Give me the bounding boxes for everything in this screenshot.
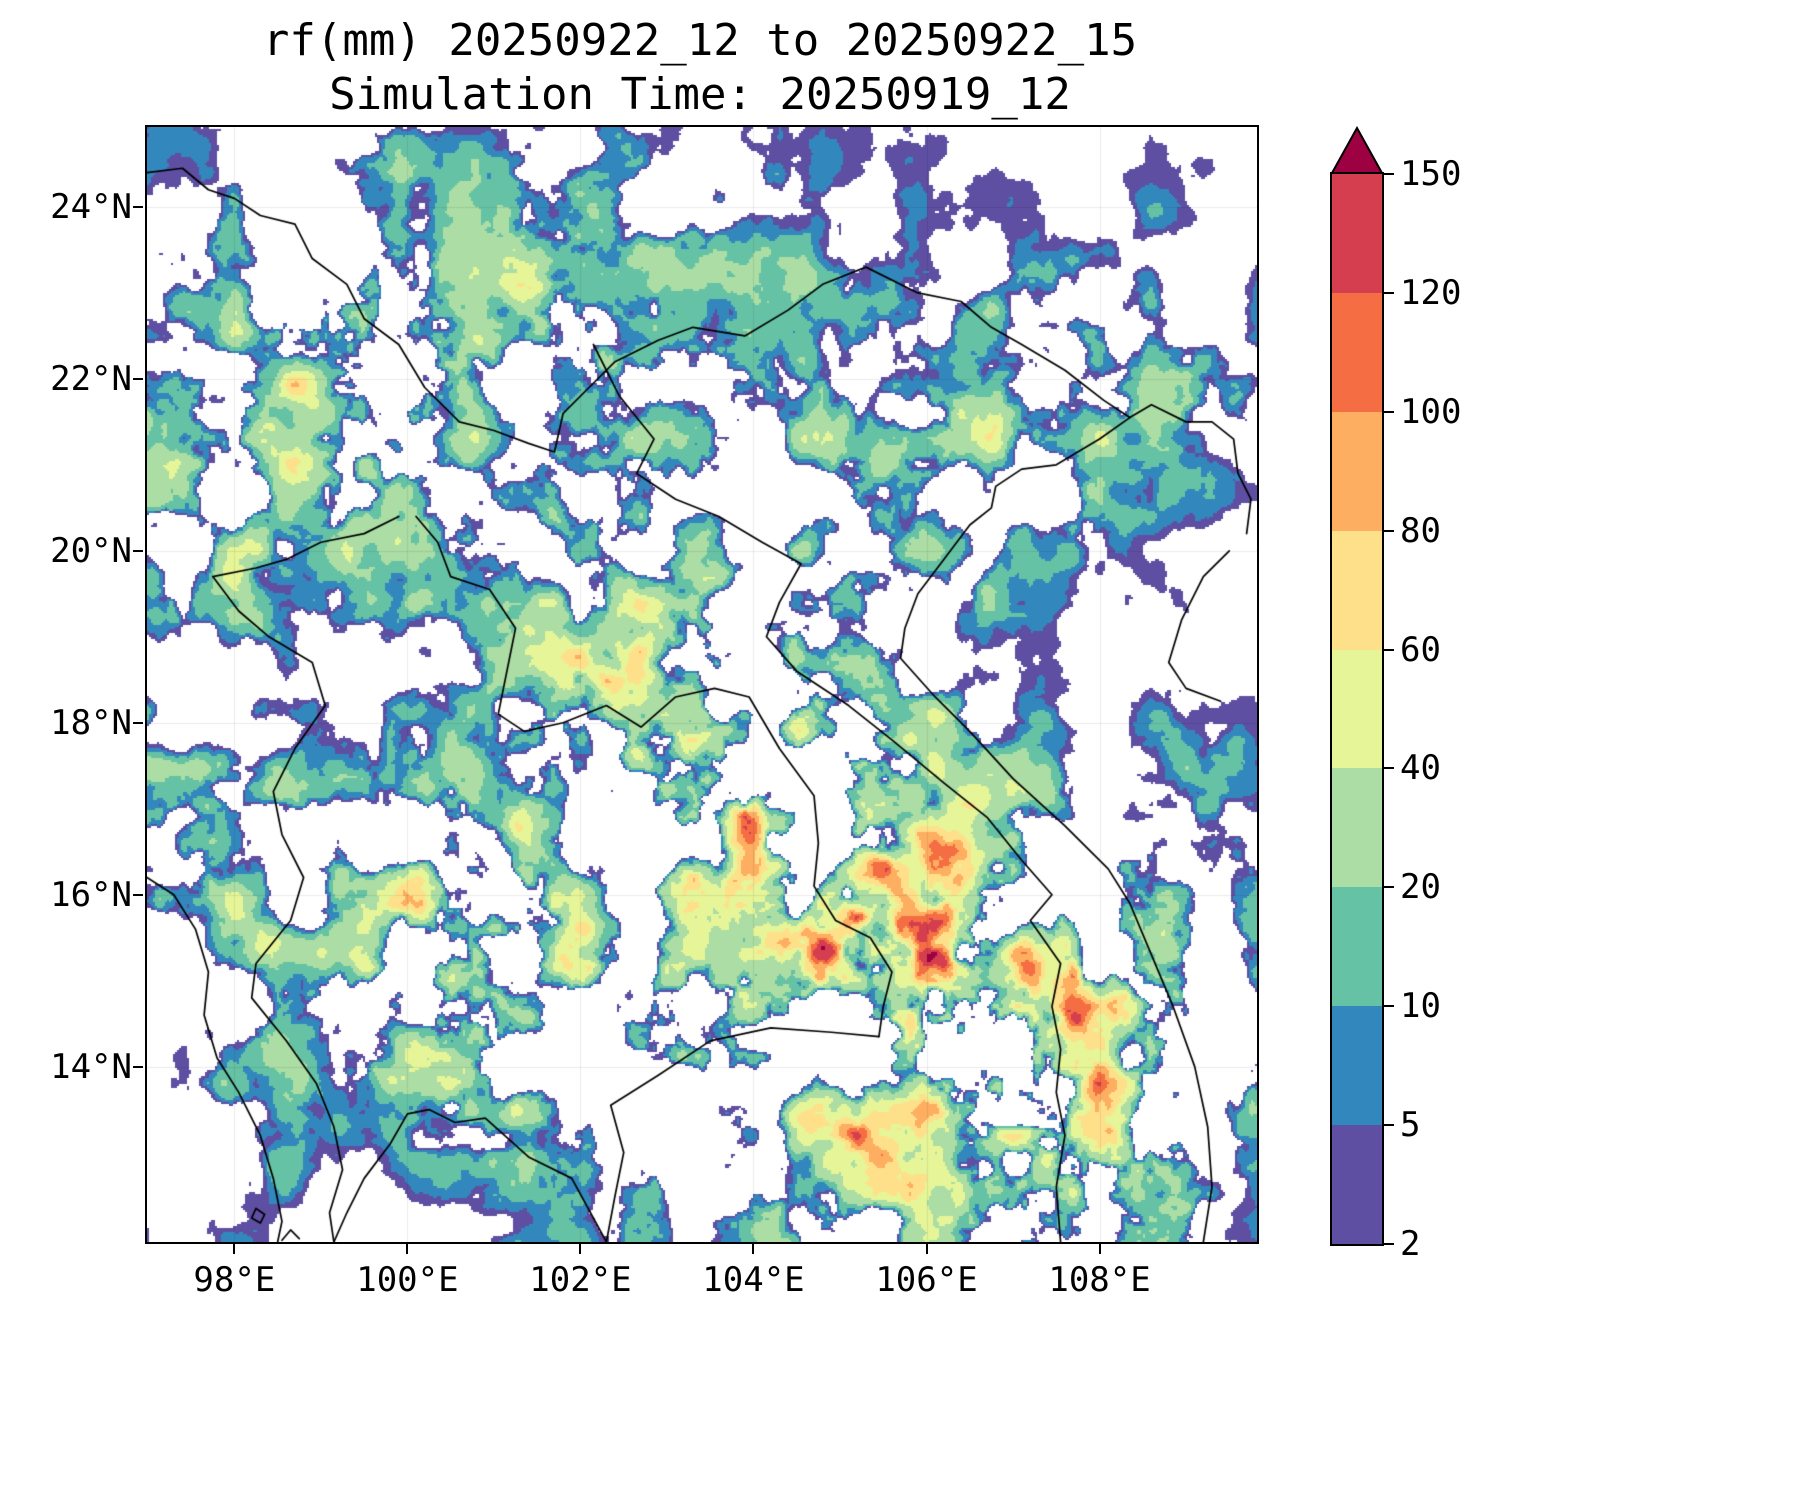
x-tick [925, 1244, 928, 1254]
colorbar-tick-label: 100 [1400, 391, 1462, 432]
colorbar-segment [1332, 292, 1382, 412]
map-panel [145, 125, 1259, 1244]
colorbar-tick-label: 150 [1400, 154, 1462, 194]
y-tick [133, 721, 143, 724]
y-tick-label: 24°N [50, 186, 132, 227]
colorbar-tick-label: 2 [1400, 1224, 1421, 1264]
colorbar-tick-label: 20 [1400, 867, 1441, 908]
colorbar-tick-label: 5 [1400, 1105, 1421, 1146]
colorbar-tick [1384, 1243, 1394, 1245]
colorbar-segment [1332, 174, 1382, 293]
colorbar-tick [1384, 173, 1394, 175]
rainfall-map-canvas [147, 127, 1257, 1242]
y-tick [133, 377, 143, 380]
colorbar-tick-label: 80 [1400, 510, 1441, 551]
x-tick-label: 98°E [193, 1260, 276, 1300]
colorbar-segment [1332, 649, 1382, 769]
y-tick-label: 22°N [50, 358, 132, 399]
y-tick [133, 205, 143, 208]
colorbar-tick [1384, 410, 1394, 413]
colorbar-segment [1332, 887, 1382, 1007]
y-tick [133, 1065, 143, 1068]
y-tick [133, 549, 143, 552]
x-tick-label: 100°E [356, 1260, 459, 1300]
colorbar-tick [1384, 1124, 1394, 1127]
y-tick-label: 18°N [50, 702, 132, 743]
x-tick [752, 1244, 755, 1254]
y-tick [133, 893, 143, 896]
colorbar-tick [1384, 529, 1394, 532]
x-tick-label: 106°E [875, 1260, 978, 1300]
colorbar-tick [1384, 886, 1394, 889]
plot-title-line1: rf(mm) 20250922_12 to 20250922_15 [262, 15, 1138, 66]
colorbar-extend-arrow-icon [1330, 126, 1384, 174]
colorbar-tick-label: 10 [1400, 986, 1441, 1027]
colorbar-segment [1332, 1006, 1382, 1126]
x-tick-label: 104°E [702, 1260, 805, 1300]
colorbar-tick [1384, 648, 1394, 651]
plot-title: rf(mm) 20250922_12 to 20250922_15 Simula… [145, 14, 1255, 121]
y-tick-label: 20°N [50, 530, 132, 571]
colorbar [1330, 172, 1384, 1246]
x-tick [1098, 1244, 1101, 1254]
colorbar-segment [1332, 1125, 1382, 1245]
colorbar-tick-label: 40 [1400, 748, 1441, 789]
x-tick-label: 102°E [529, 1260, 632, 1300]
x-tick-label: 108°E [1048, 1260, 1151, 1300]
x-tick [233, 1244, 236, 1254]
y-tick-label: 14°N [50, 1046, 132, 1087]
colorbar-tick-label: 60 [1400, 629, 1441, 670]
colorbar-tick [1384, 291, 1394, 294]
x-tick [406, 1244, 409, 1254]
y-tick-label: 16°N [50, 874, 132, 915]
colorbar-tick-label: 120 [1400, 272, 1462, 313]
colorbar-tick [1384, 767, 1394, 770]
colorbar-segment [1332, 530, 1382, 650]
colorbar-segment [1332, 768, 1382, 888]
colorbar-segment [1332, 411, 1382, 531]
colorbar-tick [1384, 1005, 1394, 1008]
plot-title-line2: Simulation Time: 20250919_12 [329, 68, 1071, 120]
x-tick [579, 1244, 582, 1254]
